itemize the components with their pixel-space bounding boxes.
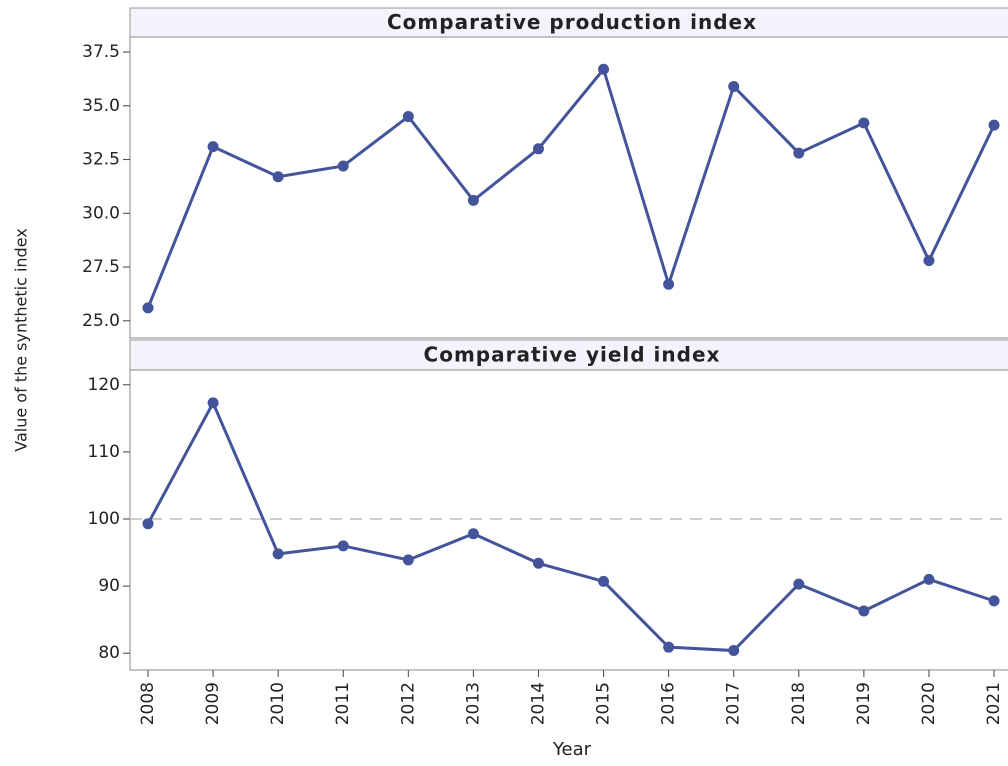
panel-header bbox=[129, 7, 1008, 38]
data-point bbox=[858, 605, 870, 617]
y-tick-label: 80 bbox=[98, 643, 120, 663]
x-tick-label: 2017 bbox=[724, 682, 744, 725]
x-tick-label: 2021 bbox=[984, 682, 1004, 725]
x-tick-label: 2014 bbox=[528, 682, 548, 725]
data-point bbox=[272, 548, 284, 560]
data-point bbox=[402, 111, 414, 123]
x-tick-label: 2010 bbox=[268, 682, 288, 725]
plot-area bbox=[129, 36, 1008, 339]
data-point bbox=[402, 554, 414, 566]
x-tick-label: 2015 bbox=[594, 682, 614, 725]
data-point bbox=[728, 80, 740, 92]
y-tick-label: 37.5 bbox=[82, 42, 120, 62]
plot-area bbox=[129, 369, 1008, 671]
data-point bbox=[923, 573, 935, 585]
data-point bbox=[467, 194, 479, 206]
data-point bbox=[858, 117, 870, 129]
x-tick-label: 2018 bbox=[789, 682, 809, 725]
panel-title: Comparative yield index bbox=[424, 343, 721, 367]
y-axis-label: Value of the synthetic index bbox=[12, 228, 31, 451]
data-point bbox=[663, 278, 675, 290]
data-point bbox=[728, 645, 740, 657]
data-point bbox=[532, 557, 544, 569]
x-tick-label: 2008 bbox=[138, 682, 158, 725]
y-tick-label: 90 bbox=[98, 576, 120, 596]
x-tick-label: 2011 bbox=[333, 682, 353, 725]
data-point bbox=[598, 575, 610, 587]
data-point bbox=[532, 143, 544, 155]
data-point bbox=[207, 397, 219, 409]
x-tick-label: 2009 bbox=[203, 682, 223, 725]
y-tick-label: 120 bbox=[88, 375, 120, 395]
x-tick-label: 2013 bbox=[463, 682, 483, 725]
data-point bbox=[598, 63, 610, 75]
y-tick-label: 110 bbox=[88, 442, 120, 462]
y-tick-label: 30.0 bbox=[82, 203, 120, 223]
data-point bbox=[207, 141, 219, 153]
data-point bbox=[988, 595, 1000, 607]
panel-title: Comparative production index bbox=[387, 10, 757, 34]
y-tick-label: 32.5 bbox=[82, 150, 120, 170]
series-line bbox=[146, 399, 995, 653]
x-tick-label: 2016 bbox=[659, 682, 679, 725]
y-tick-label: 35.0 bbox=[82, 96, 120, 116]
data-point bbox=[793, 578, 805, 590]
y-tick-label: 27.5 bbox=[82, 257, 120, 277]
data-point bbox=[663, 641, 675, 653]
data-point bbox=[467, 528, 479, 540]
data-point bbox=[337, 160, 349, 172]
series-line bbox=[146, 66, 996, 309]
x-axis-label: Year bbox=[552, 739, 592, 760]
x-tick-label: 2012 bbox=[398, 682, 418, 725]
data-point bbox=[142, 518, 154, 530]
data-point bbox=[337, 540, 349, 552]
data-point bbox=[272, 171, 284, 183]
data-point bbox=[923, 255, 935, 267]
y-tick-label: 100 bbox=[88, 509, 120, 529]
x-tick-label: 2020 bbox=[919, 682, 939, 725]
data-point bbox=[142, 302, 154, 314]
y-tick-label: 25.0 bbox=[82, 311, 120, 331]
data-point bbox=[793, 147, 805, 159]
data-point bbox=[988, 119, 1000, 131]
x-tick-label: 2019 bbox=[854, 682, 874, 725]
